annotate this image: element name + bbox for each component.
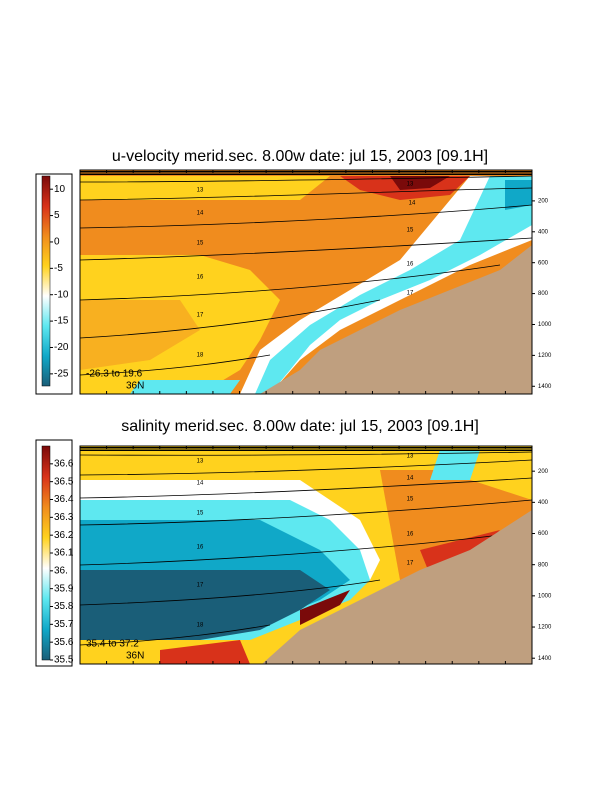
field-region xyxy=(505,180,532,210)
colorbar-tick-label: -5 xyxy=(54,263,63,274)
colorbar-tick-label: 10 xyxy=(54,184,66,195)
section-field xyxy=(79,445,533,664)
colorbar-tick-label: 35.7 xyxy=(54,619,74,630)
colorbar-frame xyxy=(35,173,73,395)
contour-line xyxy=(79,187,533,201)
colorbar-tick-label: 36.1 xyxy=(54,548,74,559)
y-tick-label: 1400 xyxy=(538,384,552,390)
field-region xyxy=(80,570,330,640)
contour-label: 13 xyxy=(197,459,204,465)
chart-title: u-velocity merid.sec. 8.00w date: jul 15… xyxy=(112,148,488,165)
contour-label: 15 xyxy=(197,241,204,247)
contour-label: 16 xyxy=(407,532,414,538)
contour-line xyxy=(79,579,381,606)
field-region xyxy=(80,176,330,200)
section-field xyxy=(79,169,533,394)
colorbar-tick-label: 5 xyxy=(54,210,60,221)
y-tick-label: 200 xyxy=(538,469,549,475)
colorbar xyxy=(41,445,51,661)
colorbar-tick-label: 36.2 xyxy=(54,530,74,541)
contour-label: 15 xyxy=(407,228,414,234)
colorbar-tick-label: 36.5 xyxy=(54,476,74,487)
colorbar-tick-label: 35.6 xyxy=(54,637,74,648)
contour-label: 14 xyxy=(407,476,414,482)
contour-label: 13 xyxy=(407,182,414,188)
plot-frame xyxy=(79,445,533,665)
field-region xyxy=(430,450,480,480)
y-tick-label: 400 xyxy=(538,229,549,235)
field-region xyxy=(80,300,200,370)
colorbar-tick-label: 35.8 xyxy=(54,601,74,612)
contour-line xyxy=(79,624,271,646)
contour-label: 17 xyxy=(197,313,204,319)
contour-line xyxy=(79,499,533,526)
field-region xyxy=(255,176,532,394)
contour-label: 13 xyxy=(197,188,204,194)
contour-line xyxy=(79,299,381,339)
contour-label: 15 xyxy=(407,497,414,503)
contour-label: 17 xyxy=(407,291,414,297)
chart-title: salinity merid.sec. 8.00w date: jul 15, … xyxy=(121,418,479,435)
y-tick-label: 600 xyxy=(538,531,549,537)
y-tick-label: 800 xyxy=(538,291,549,297)
field-region xyxy=(390,176,450,190)
range-annotation: -26.3 to 19.6 xyxy=(86,369,143,380)
field-region xyxy=(130,380,240,394)
contour-label: 16 xyxy=(197,275,204,281)
colorbar-tick-label: 36.6 xyxy=(54,458,74,469)
colorbar-tick-label: -20 xyxy=(54,342,69,353)
range-annotation: 35.4 to 37.2 xyxy=(86,639,139,650)
plot-frame xyxy=(79,169,533,395)
colorbar-tick-label: -10 xyxy=(54,289,69,300)
colorbar-tick-label: -15 xyxy=(54,316,69,327)
contour-label: 13 xyxy=(407,454,414,460)
y-tick-label: 1000 xyxy=(538,322,552,328)
y-tick-label: 1200 xyxy=(538,353,552,359)
contour-line xyxy=(79,175,533,183)
contour-line xyxy=(79,237,533,261)
y-tick-label: 400 xyxy=(538,500,549,506)
y-tick-label: 600 xyxy=(538,260,549,266)
contour-label: 17 xyxy=(197,583,204,589)
contour-line xyxy=(79,477,533,499)
contour-label: 18 xyxy=(197,623,204,629)
contour-line xyxy=(79,264,501,301)
contour-line xyxy=(79,534,501,566)
colorbar-tick-label: 35.9 xyxy=(54,583,74,594)
contour-label: 18 xyxy=(197,353,204,359)
y-tick-label: 1000 xyxy=(538,593,552,599)
contour-line xyxy=(79,459,533,476)
y-tick-label: 1400 xyxy=(538,656,552,662)
field-region xyxy=(160,640,250,664)
y-tick-label: 800 xyxy=(538,562,549,568)
y-tick-label: 1200 xyxy=(538,625,552,631)
colorbar-tick-label: 0 xyxy=(54,237,60,248)
colorbar-tick-label: 35.5 xyxy=(54,655,74,666)
latitude-annotation: 36N xyxy=(126,651,144,662)
colorbar-frame xyxy=(35,439,73,667)
colorbar-tick-label: 36. xyxy=(54,565,68,576)
contour-label: 16 xyxy=(407,262,414,268)
colorbar-tick-label: -25 xyxy=(54,369,69,380)
field-region xyxy=(300,590,350,625)
contour-line xyxy=(79,451,533,456)
contour-label: 15 xyxy=(197,511,204,517)
y-tick-label: 200 xyxy=(538,198,549,204)
colorbar-tick-label: 36.3 xyxy=(54,512,74,523)
contour-label: 17 xyxy=(407,561,414,567)
contour-line xyxy=(79,204,533,229)
colorbar xyxy=(41,175,51,387)
bathymetry xyxy=(260,245,532,394)
colorbar-tick-label: 36.4 xyxy=(54,494,74,505)
contour-line xyxy=(79,354,271,376)
bathymetry xyxy=(262,510,532,664)
contour-label: 16 xyxy=(197,545,204,551)
contour-label: 14 xyxy=(409,201,416,207)
latitude-annotation: 36N xyxy=(126,381,144,392)
contour-label: 14 xyxy=(197,481,204,487)
contour-label: 14 xyxy=(197,211,204,217)
